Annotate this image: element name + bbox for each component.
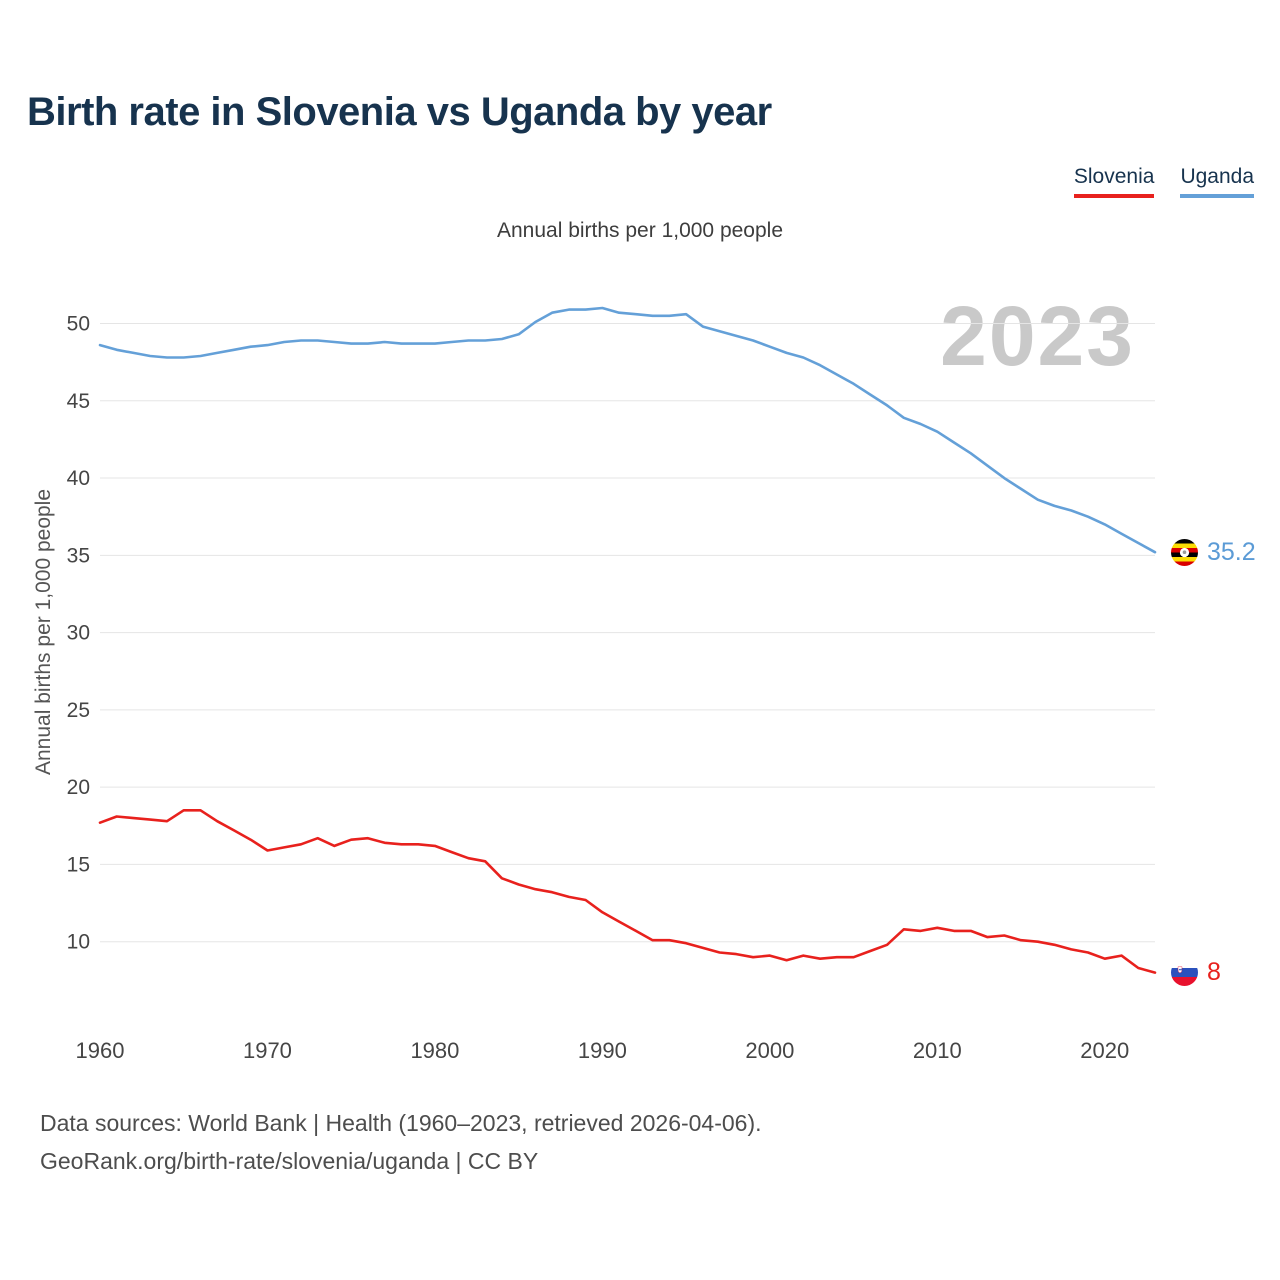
svg-text:40: 40 xyxy=(67,467,90,490)
svg-text:25: 25 xyxy=(67,699,90,722)
y-axis-label: Annual births per 1,000 people xyxy=(32,488,55,776)
slovenia-end-value: 8 xyxy=(1207,958,1221,986)
uganda-series-line xyxy=(98,306,1157,554)
svg-text:50: 50 xyxy=(67,313,90,336)
svg-text:20: 20 xyxy=(67,776,90,799)
legend-item-uganda[interactable]: Uganda xyxy=(1180,165,1254,198)
svg-text:2020: 2020 xyxy=(1080,1038,1129,1063)
uganda-flag-icon xyxy=(1171,539,1198,566)
y-tick-labels: 10 15 20 25 30 35 40 45 50 xyxy=(67,313,90,954)
chart-title: Birth rate in Slovenia vs Uganda by year xyxy=(27,90,772,134)
x-tick-labels: 1960 1970 1980 1990 2000 2010 2020 xyxy=(76,1038,1130,1063)
uganda-end-value: 35.2 xyxy=(1207,538,1256,566)
data-sources-text: Data sources: World Bank | Health (1960–… xyxy=(40,1110,762,1136)
svg-text:1960: 1960 xyxy=(76,1038,125,1063)
svg-text:15: 15 xyxy=(67,853,90,876)
svg-text:2000: 2000 xyxy=(745,1038,794,1063)
svg-text:30: 30 xyxy=(67,622,90,645)
svg-text:1990: 1990 xyxy=(578,1038,627,1063)
slovenia-flag-icon xyxy=(1171,959,1198,986)
year-watermark: 2023 xyxy=(940,289,1135,383)
attribution-text: GeoRank.org/birth-rate/slovenia/uganda |… xyxy=(40,1148,539,1174)
legend: Slovenia Uganda xyxy=(1073,165,1254,198)
legend-item-slovenia[interactable]: Slovenia xyxy=(1073,165,1155,198)
svg-text:2010: 2010 xyxy=(913,1038,962,1063)
chart-subtitle: Annual births per 1,000 people xyxy=(496,219,784,242)
svg-text:35: 35 xyxy=(67,544,90,567)
svg-text:1980: 1980 xyxy=(410,1038,459,1063)
gridlines xyxy=(100,323,1155,943)
slovenia-series-line xyxy=(98,809,1157,974)
svg-text:45: 45 xyxy=(67,390,90,413)
svg-text:1970: 1970 xyxy=(243,1038,292,1063)
svg-text:10: 10 xyxy=(67,931,90,954)
